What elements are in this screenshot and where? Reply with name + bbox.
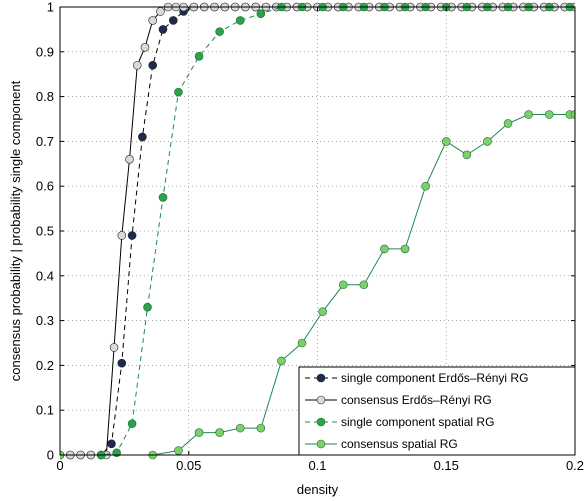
data-point [338, 280, 348, 290]
data-point [400, 244, 410, 254]
y-tick-label: 0.3 [36, 313, 54, 328]
legend-marker [316, 395, 326, 405]
data-point [143, 302, 152, 312]
x-axis-label: density [297, 482, 339, 497]
x-tick-label: 0.15 [434, 458, 459, 473]
data-point [140, 43, 150, 52]
data-point [194, 428, 204, 437]
x-tick-label: 0.1 [308, 458, 326, 473]
data-point [109, 343, 119, 352]
y-tick-label: 0.9 [36, 44, 54, 59]
x-tick-label: 0 [56, 458, 63, 473]
legend-entry-label: single component spatial RG [341, 415, 494, 429]
data-series [60, 2, 575, 460]
data-point [277, 356, 286, 366]
data-point [359, 280, 369, 290]
data-point [462, 150, 472, 160]
data-point [421, 181, 430, 191]
data-point [158, 193, 168, 202]
y-tick-label: 0.4 [36, 268, 54, 283]
x-tick-label: 0.2 [566, 458, 584, 473]
legend-entry-label: single component Erdős–Rényi RG [341, 371, 528, 385]
data-point [235, 16, 245, 25]
data-point [441, 137, 451, 146]
data-point [107, 439, 116, 449]
data-point [174, 446, 183, 455]
data-point [156, 7, 165, 16]
data-point [570, 110, 575, 119]
series-line [60, 6, 575, 456]
legend-entry-label: consensus spatial RG [341, 437, 458, 451]
data-point [127, 231, 137, 240]
y-tick-label: 0.5 [36, 224, 54, 239]
data-point [483, 137, 492, 146]
series-group [60, 110, 575, 460]
data-point [235, 423, 245, 433]
data-point [256, 423, 266, 433]
data-point [138, 132, 147, 142]
legend-entry-label: consensus Erdős–Rényi RG [341, 393, 492, 407]
y-tick-label: 0.7 [36, 134, 54, 149]
data-point [117, 231, 127, 240]
data-point [169, 16, 178, 25]
y-tick-label: 1 [47, 0, 54, 15]
data-point [174, 87, 183, 97]
data-point [148, 60, 157, 70]
data-point [215, 428, 224, 437]
data-point [318, 307, 327, 316]
legend-marker [316, 373, 326, 383]
data-point [194, 51, 204, 61]
y-axis-label: consensus probability | probability sing… [8, 80, 23, 381]
y-tick-label: 0 [47, 448, 54, 463]
y-tick-label: 0.8 [36, 89, 54, 104]
y-tick-label: 0.6 [36, 179, 54, 194]
data-point [297, 338, 307, 348]
axis-ticks: 0 0.05 0.1 0.15 0.2 0 0.1 0.2 0.3 0.4 0.5 0.6 0.7 0.8… [36, 0, 584, 473]
legend-marker [316, 439, 326, 449]
legend: single component Erdős–Rényi RG consensus… [298, 366, 576, 456]
y-tick-label: 0.1 [36, 403, 54, 418]
data-point [112, 448, 121, 458]
data-point [125, 155, 134, 164]
data-point [256, 9, 266, 19]
data-point [380, 244, 389, 254]
x-tick-label: 0.05 [176, 458, 201, 473]
grid-lines [60, 7, 575, 455]
data-point [158, 25, 168, 34]
data-point [117, 358, 127, 368]
legend-marker [316, 417, 326, 427]
data-point [503, 119, 513, 128]
data-point [127, 419, 137, 428]
legend-box [298, 366, 576, 456]
data-point [524, 110, 533, 119]
data-point [132, 60, 142, 70]
data-point [544, 110, 554, 119]
data-point [215, 27, 224, 36]
data-point [148, 16, 157, 25]
y-tick-label: 0.2 [36, 358, 54, 373]
